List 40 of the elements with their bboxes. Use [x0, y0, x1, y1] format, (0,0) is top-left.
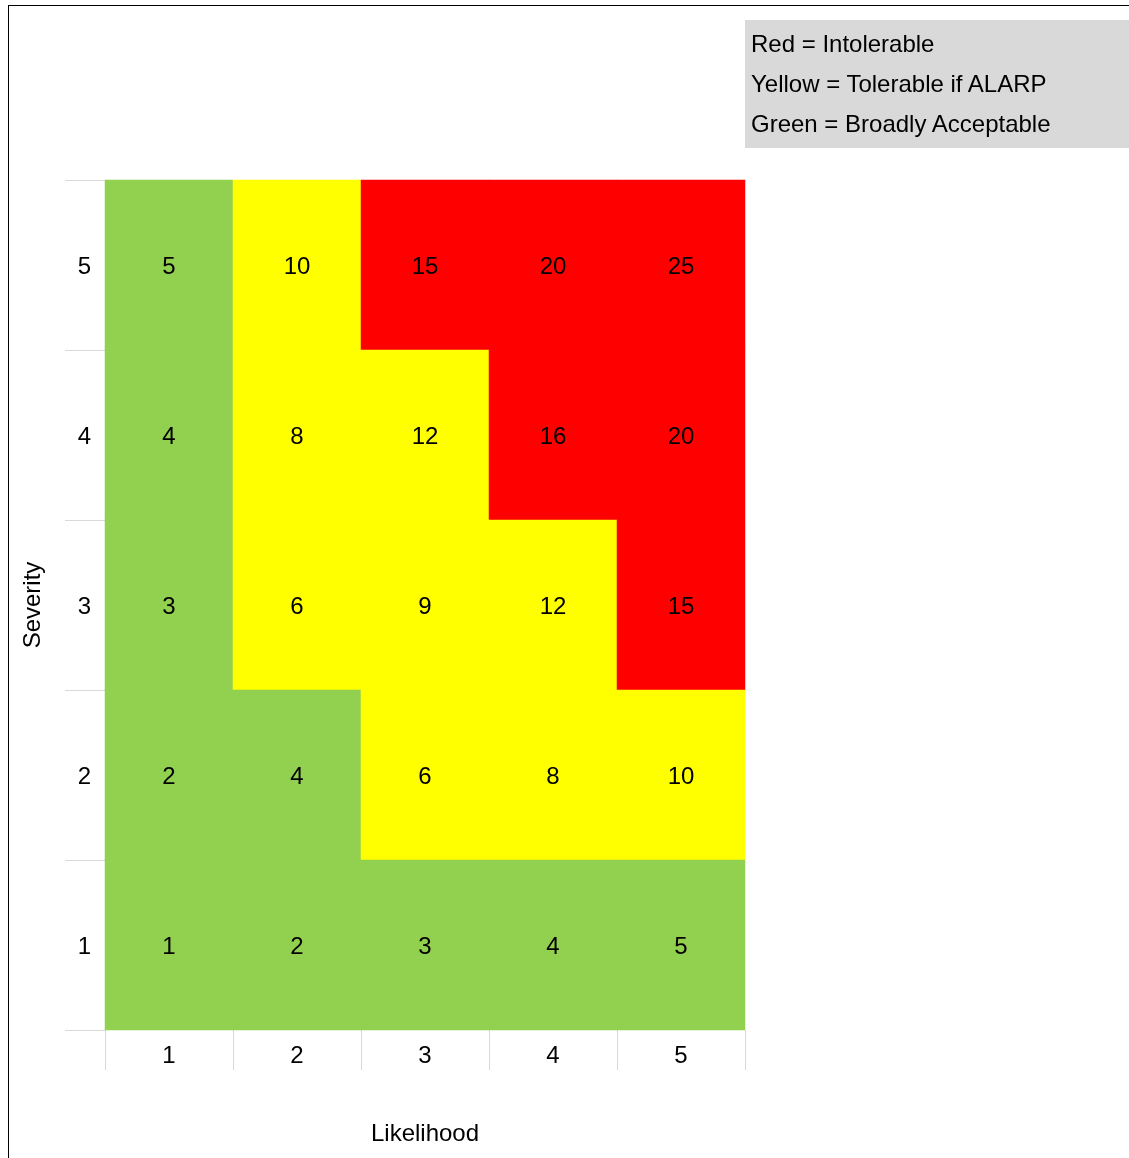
- x-tick-label: 3: [418, 1040, 432, 1068]
- data-label: 4: [290, 761, 304, 789]
- text: Yellow = Tolerable if ALARP: [751, 69, 1048, 99]
- text: Red = Intolerable: [751, 29, 936, 59]
- data-label: 10: [667, 761, 695, 789]
- data-label: 20: [539, 251, 567, 279]
- text: Green = Broadly Acceptable: [751, 109, 1052, 139]
- data-label: 3: [418, 931, 432, 959]
- x-tick-label: 5: [674, 1040, 688, 1068]
- x-tick-label: 2: [290, 1040, 304, 1068]
- data-label: 4: [162, 421, 176, 449]
- data-label: 6: [418, 761, 432, 789]
- data-label: 8: [546, 761, 560, 789]
- data-label: 15: [667, 591, 695, 619]
- data-label: 3: [162, 591, 176, 619]
- data-label: 12: [539, 591, 567, 619]
- data-label: 5: [674, 931, 688, 959]
- y-tick-label: 2: [77, 761, 91, 789]
- y-tick-label: 5: [77, 251, 91, 279]
- x-tick-label: 1: [162, 1040, 176, 1068]
- y-tick-label: 4: [77, 421, 91, 449]
- data-label: 4: [546, 931, 560, 959]
- data-label: 2: [290, 931, 304, 959]
- data-label: 8: [290, 421, 304, 449]
- y-axis-title: Severity: [17, 561, 45, 649]
- data-label: 10: [283, 251, 311, 279]
- data-label: 25: [667, 251, 695, 279]
- data-label: 12: [411, 421, 439, 449]
- data-label: 1: [162, 931, 176, 959]
- data-label: 2: [162, 761, 176, 789]
- data-label: 6: [290, 591, 304, 619]
- data-label: 16: [539, 421, 567, 449]
- data-label: 15: [411, 251, 439, 279]
- y-tick-label: 3: [77, 591, 91, 619]
- x-axis-title: Likelihood: [370, 1118, 480, 1146]
- data-label: 9: [418, 591, 432, 619]
- data-label: 5: [162, 251, 176, 279]
- x-tick-label: 4: [546, 1040, 560, 1068]
- y-tick-label: 1: [77, 931, 91, 959]
- data-label: 20: [667, 421, 695, 449]
